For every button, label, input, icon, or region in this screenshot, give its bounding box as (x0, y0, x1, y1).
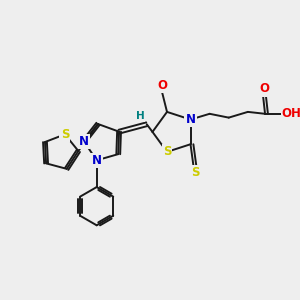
Text: N: N (185, 113, 196, 126)
Text: N: N (79, 135, 89, 148)
Text: H: H (136, 111, 144, 121)
Text: S: S (61, 128, 69, 141)
Text: S: S (163, 146, 171, 158)
Text: S: S (191, 167, 200, 179)
Text: OH: OH (282, 107, 300, 120)
Text: O: O (259, 82, 269, 95)
Text: N: N (92, 154, 102, 167)
Text: O: O (157, 79, 167, 92)
